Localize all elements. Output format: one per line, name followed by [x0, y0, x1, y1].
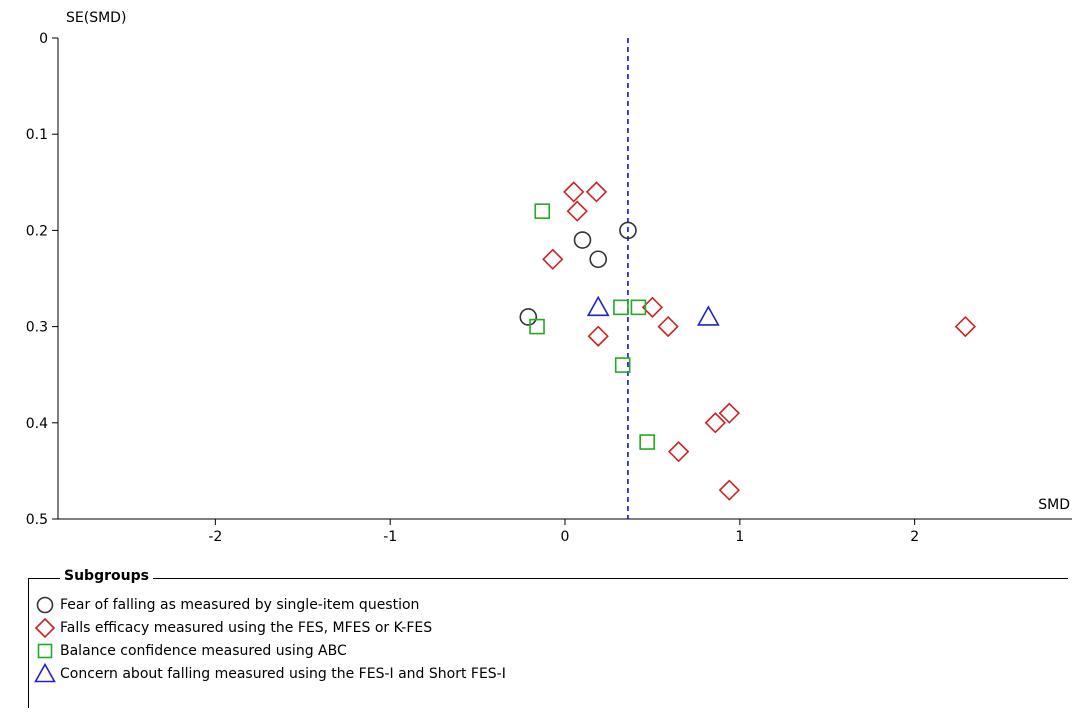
- data-point-diamond: [718, 402, 740, 424]
- data-point-diamond: [566, 200, 588, 222]
- x-axis-title: SMD: [1038, 497, 1070, 513]
- data-point-diamond: [585, 181, 608, 203]
- legend-item: Concern about falling measured using the…: [34, 663, 506, 685]
- data-point-square: [534, 203, 551, 219]
- legend-item: Balance confidence measured using ABC: [34, 640, 347, 662]
- y-tick-label: 0: [39, 31, 48, 47]
- data-point-diamond: [657, 315, 679, 338]
- legend-marker: [37, 643, 53, 659]
- data-point-circle: [519, 308, 538, 326]
- legend-label: Fear of falling as measured by single-it…: [60, 597, 420, 613]
- data-point-diamond: [954, 315, 976, 338]
- data-point-diamond: [587, 325, 609, 347]
- data-point-diamond: [718, 479, 740, 501]
- data-point-circle: [573, 231, 592, 249]
- data-point-square: [614, 357, 631, 373]
- data-point-diamond: [704, 412, 726, 434]
- legend-marker: [34, 617, 56, 639]
- data-point-square: [630, 299, 647, 316]
- legend-label: Falls efficacy measured using the FES, M…: [60, 620, 433, 636]
- y-axis-title: SE(SMD): [66, 10, 126, 26]
- legend-box: [28, 578, 1068, 708]
- legend-item: Falls efficacy measured using the FES, M…: [34, 617, 432, 639]
- data-point-diamond: [542, 248, 564, 270]
- data-point-circle: [619, 221, 637, 240]
- legend-marker: [34, 663, 56, 683]
- legend-title: Subgroups: [60, 568, 153, 584]
- data-point-diamond: [668, 441, 690, 463]
- y-tick-label: 0.2: [26, 223, 48, 239]
- legend-circle-icon: [36, 596, 54, 614]
- x-tick-label: -1: [383, 529, 397, 545]
- data-point-square: [613, 299, 629, 316]
- data-point-circle: [589, 250, 608, 269]
- legend-label: Balance confidence measured using ABC: [60, 643, 347, 659]
- legend-marker: [36, 596, 54, 614]
- data-point-square: [529, 318, 545, 335]
- y-tick-label: 0.4: [26, 416, 48, 432]
- legend-diamond-icon: [34, 617, 56, 639]
- y-tick-label: 0.5: [26, 512, 48, 528]
- legend-item: Fear of falling as measured by single-it…: [34, 594, 419, 616]
- y-tick-label: 0.3: [26, 320, 48, 336]
- legend-triangle-icon: [34, 663, 56, 683]
- data-point-diamond: [563, 181, 585, 203]
- x-tick-label: 2: [910, 529, 919, 545]
- data-point-triangle: [586, 295, 610, 317]
- data-point-triangle: [696, 305, 720, 326]
- legend-square-icon: [37, 643, 53, 659]
- legend-label: Concern about falling measured using the…: [60, 666, 506, 682]
- data-points: [519, 181, 976, 501]
- axes: 0 0.1 0.2 0.3 0.4 0.5 -2 -1 0 1 2 SE(SMD) SMD: [26, 10, 1072, 545]
- data-point-square: [639, 434, 655, 450]
- x-tick-label: -2: [208, 529, 222, 545]
- y-tick-label: 0.1: [26, 127, 48, 143]
- x-tick-label: 1: [735, 529, 744, 545]
- x-tick-label: 0: [561, 529, 570, 545]
